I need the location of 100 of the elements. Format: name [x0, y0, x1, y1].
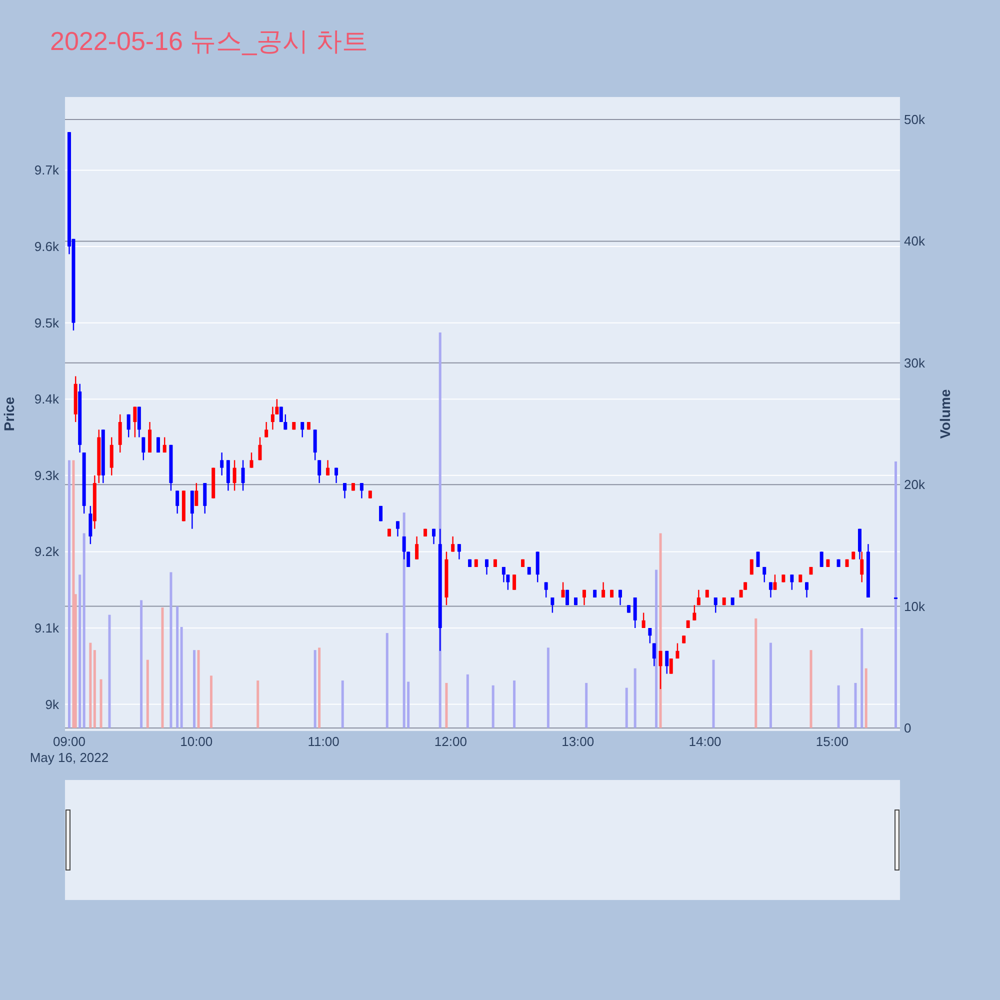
x-tick-label: 14:00 [688, 734, 722, 749]
bar [161, 607, 164, 728]
bar [445, 682, 448, 728]
y2-tick-label: 40k [904, 234, 926, 249]
candlestick [241, 460, 245, 492]
candlestick [264, 421, 268, 438]
y-tick-label: 9.6k [34, 239, 60, 254]
x-tick-label: 09:00 [52, 734, 86, 749]
bar [386, 633, 388, 728]
bar [180, 626, 183, 728]
candlestick [258, 436, 262, 461]
candlestick [406, 551, 410, 568]
candlestick [126, 414, 130, 438]
chart-title: 2022-05-16 뉴스_공시 차트 [50, 26, 368, 56]
x-tick-label: 15:00 [816, 734, 848, 749]
y2-axis-title: Volume [937, 389, 953, 439]
x-tick-label: 10:00 [180, 734, 213, 749]
bar [89, 642, 92, 728]
candlestick [334, 467, 338, 484]
candlestick [484, 558, 488, 576]
candlestick [137, 406, 141, 438]
candlestick [176, 490, 180, 514]
x-tick-label: 11:00 [308, 734, 340, 749]
bar [140, 600, 143, 728]
y-tick-label: 9k [45, 696, 60, 712]
bar [712, 660, 715, 728]
bar [318, 648, 321, 728]
candlestick [618, 589, 622, 606]
candlestick [602, 582, 606, 598]
y-tick-label: 9.1k [34, 620, 60, 636]
y2-tick-label: 0 [904, 720, 912, 736]
candlestick [226, 460, 230, 492]
bar [492, 685, 494, 728]
bar [854, 682, 857, 728]
bar [210, 676, 212, 728]
candlestick [396, 520, 400, 538]
candlestick [860, 551, 864, 583]
candlestick [669, 658, 673, 674]
y-tick-label: 9.3k [34, 468, 60, 483]
bar [193, 650, 196, 728]
bar [100, 679, 102, 728]
candlestick [142, 436, 146, 461]
candlestick [415, 536, 419, 560]
bar [769, 642, 772, 728]
bar [466, 674, 469, 728]
candlestick [190, 490, 194, 530]
bar [894, 461, 898, 728]
candlestick [360, 482, 364, 499]
candlestick [756, 551, 760, 568]
y2-tick-label: 30k [904, 355, 926, 370]
candlestick [652, 642, 656, 667]
candlestick [284, 414, 288, 430]
bar [402, 512, 406, 728]
candlestick [342, 482, 346, 499]
candlestick [313, 429, 317, 461]
bar [864, 668, 868, 728]
bar [655, 570, 658, 728]
x-tick-label: 12:00 [434, 734, 467, 749]
candlestick [692, 604, 696, 621]
candlestick [642, 612, 646, 629]
bar [810, 650, 812, 728]
bar [341, 680, 344, 728]
candlestick [133, 406, 137, 438]
bar [68, 460, 70, 728]
y-tick-label: 9.2k [34, 544, 60, 560]
candlestick [148, 421, 152, 454]
candlestick [536, 551, 540, 583]
candlestick [432, 528, 436, 545]
candlestick [250, 452, 254, 468]
candlestick [762, 566, 766, 583]
candlestick [506, 574, 510, 590]
candlestick [88, 505, 92, 545]
candlestick [300, 421, 304, 438]
bar [837, 685, 840, 728]
bar [82, 533, 86, 728]
candlestick [805, 582, 808, 598]
bar [625, 688, 628, 728]
candlestick [665, 650, 669, 674]
x-tick-label: 13:00 [562, 734, 594, 749]
candlestick [768, 582, 772, 598]
candlestick [550, 596, 554, 614]
y-axis-title: Price [1, 396, 17, 432]
candlestick [714, 596, 718, 614]
candlestick [232, 460, 236, 492]
candlestick [790, 574, 794, 590]
bar [314, 650, 316, 728]
candlestick [820, 551, 824, 568]
bar [860, 628, 864, 728]
candlestick [118, 414, 122, 454]
bar [754, 618, 758, 728]
bar [256, 680, 260, 728]
bar [585, 682, 588, 728]
bar [197, 650, 200, 728]
candlestick [512, 574, 516, 590]
candlestick [696, 589, 700, 606]
candlestick [544, 582, 548, 598]
candlestick [194, 482, 198, 507]
candlestick [110, 436, 114, 476]
candlestick [582, 589, 586, 606]
candlestick [457, 543, 461, 560]
